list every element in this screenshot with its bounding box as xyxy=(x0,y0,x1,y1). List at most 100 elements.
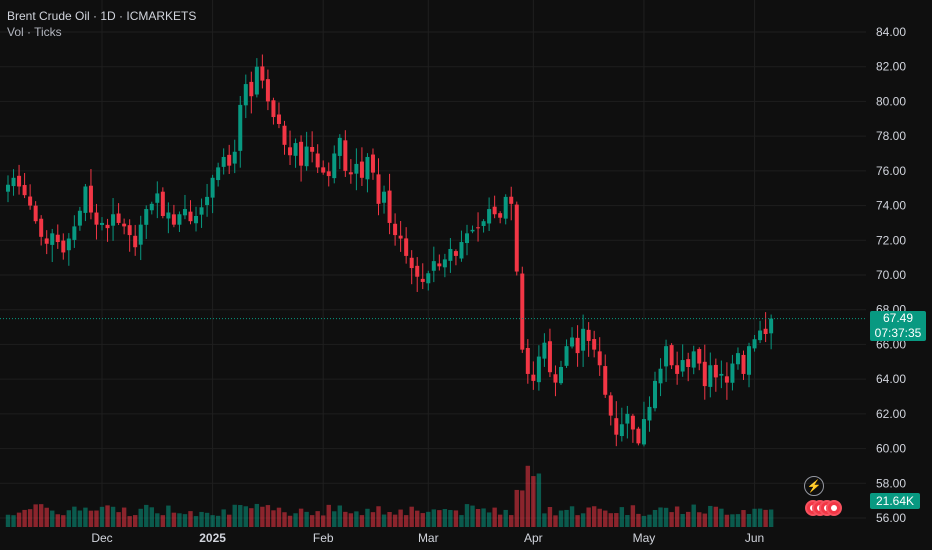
candle-body xyxy=(630,415,635,430)
price-axis: 84.00 82.00 80.00 78.00 76.00 74.00 72.00 70.00… xyxy=(876,25,906,525)
candle-body xyxy=(752,339,757,349)
candle-body xyxy=(348,172,353,175)
volume-bar xyxy=(392,514,398,527)
candle-body xyxy=(155,193,160,203)
price-tick-label: 56.00 xyxy=(876,511,906,525)
candle-body xyxy=(160,191,165,216)
volume-bar xyxy=(475,509,481,527)
volume-bar xyxy=(138,508,143,527)
volume-bar xyxy=(232,504,237,527)
volume-bar xyxy=(343,511,348,527)
candle-body xyxy=(227,154,232,166)
volume-bar xyxy=(149,507,154,527)
price-tick-label: 74.00 xyxy=(876,199,906,213)
candle-body xyxy=(177,214,182,225)
volume-bar xyxy=(332,511,337,527)
volume-bar xyxy=(72,506,77,527)
volume-bar xyxy=(763,509,768,527)
candle-body xyxy=(387,190,392,223)
volume-bar xyxy=(641,515,647,527)
volume-bar xyxy=(719,508,724,527)
candle-body xyxy=(686,359,691,367)
volume-bar xyxy=(376,506,381,527)
volume-bar xyxy=(337,505,342,527)
candle-body xyxy=(735,353,740,365)
candle-body xyxy=(188,211,193,222)
candle-body xyxy=(205,196,210,206)
volume-bar xyxy=(591,506,597,527)
candle-body xyxy=(415,265,420,277)
candle-body xyxy=(44,238,49,244)
candle-body xyxy=(531,374,536,381)
time-tick-label: Mar xyxy=(418,531,439,545)
candle-body xyxy=(365,156,370,180)
volume-bar xyxy=(525,465,531,527)
candle-body xyxy=(66,238,71,251)
price-tick-label: 60.00 xyxy=(876,442,906,456)
candles xyxy=(6,54,774,447)
volume-bar xyxy=(674,506,680,527)
volume-bar xyxy=(215,515,221,527)
candle-body xyxy=(359,161,364,178)
candle-body xyxy=(50,233,55,245)
volume-bar xyxy=(398,509,403,527)
candle-body xyxy=(100,222,105,225)
us-flag-icon[interactable] xyxy=(826,500,842,516)
candle-body xyxy=(697,349,702,364)
price-tick-label: 82.00 xyxy=(876,60,906,74)
volume-bar xyxy=(116,512,121,527)
candle-body xyxy=(487,209,492,224)
candle-body xyxy=(343,140,348,171)
volume-bar xyxy=(365,508,370,527)
volume-bar xyxy=(309,515,315,527)
candle-body xyxy=(72,226,77,240)
candle-body xyxy=(603,366,608,395)
volume-bar xyxy=(348,513,354,527)
lightning-icon[interactable]: ⚡ xyxy=(804,476,824,496)
time-tick-label: Apr xyxy=(524,531,543,545)
volume-bar xyxy=(724,514,730,527)
candle-body xyxy=(11,177,16,187)
candle-body xyxy=(398,235,403,239)
candle-body xyxy=(271,100,276,118)
volume-bar xyxy=(597,508,602,527)
volume-bar xyxy=(55,514,60,527)
time-tick-label: Jun xyxy=(745,531,764,545)
volume-bar xyxy=(110,506,116,527)
volume-bar xyxy=(144,504,149,527)
candle-body xyxy=(382,191,387,203)
candle-body xyxy=(669,345,674,366)
price-tick-label: 58.00 xyxy=(876,476,906,490)
volume-bar xyxy=(558,510,564,527)
candle-body xyxy=(94,212,99,225)
volume-bar xyxy=(193,516,199,527)
volume-bar xyxy=(166,505,171,527)
candle-body xyxy=(586,329,591,341)
volume-bar xyxy=(249,508,254,527)
symbol-title: Brent Crude Oil · 1D · ICMARKETS xyxy=(7,9,197,23)
us-flag-event-icons[interactable] xyxy=(805,500,845,520)
volume-bar xyxy=(486,512,492,527)
candle-body xyxy=(769,318,774,334)
volume-bar xyxy=(464,504,470,527)
volume-bar xyxy=(481,508,486,527)
price-tick-label: 84.00 xyxy=(876,25,906,39)
volume-bar xyxy=(691,504,696,527)
volume-bar xyxy=(741,510,746,527)
candle-body xyxy=(354,163,359,174)
volume-indicator-label[interactable]: Vol · Ticks xyxy=(7,25,62,39)
volume-bar xyxy=(520,490,525,527)
volume-bar xyxy=(160,515,166,527)
grid-lines xyxy=(0,0,866,527)
volume-bar xyxy=(547,507,553,527)
volume-bar xyxy=(514,489,519,527)
volume-bar xyxy=(497,514,503,527)
candle-body xyxy=(232,151,237,164)
volume-bar xyxy=(652,509,658,527)
volume-bar xyxy=(77,510,83,527)
volume-bar xyxy=(354,511,359,527)
volume-bar xyxy=(608,513,613,527)
candle-body xyxy=(636,428,641,444)
candle-body xyxy=(17,175,22,187)
